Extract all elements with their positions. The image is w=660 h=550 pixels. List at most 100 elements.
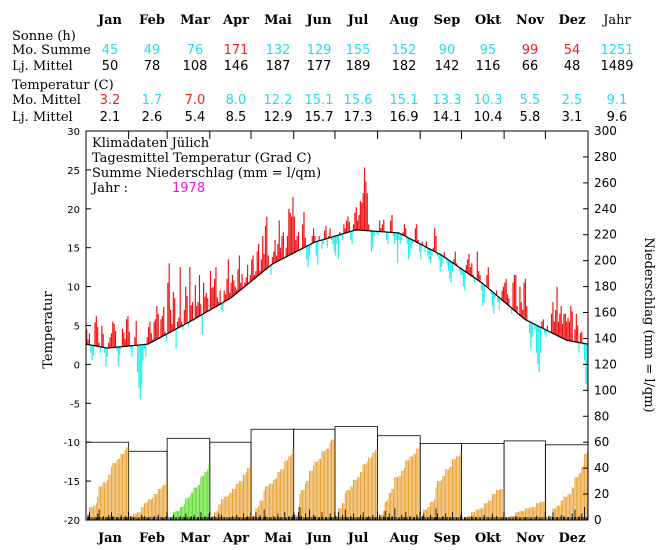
cumulative-precipitation-bar <box>428 507 430 520</box>
table-cell: 2.6 <box>142 110 163 125</box>
cumulative-precipitation-bar <box>465 517 467 520</box>
month-header: Apr <box>222 13 249 28</box>
table-cell: 16.9 <box>390 110 419 125</box>
daily-temperature-bar <box>214 278 216 308</box>
y2-tick-label: 40 <box>594 461 609 475</box>
daily-precipitation-bar <box>157 514 159 520</box>
y2-tick-label: 80 <box>594 409 609 423</box>
cumulative-precipitation-bar <box>500 488 502 520</box>
cumulative-precipitation-bar <box>430 501 432 520</box>
cumulative-precipitation-bar <box>273 479 275 520</box>
month-header: Okt <box>475 13 501 28</box>
daily-temperature-bar <box>555 309 557 335</box>
daily-precipitation-bar <box>416 514 418 520</box>
cumulative-precipitation-bar <box>362 464 364 520</box>
cumulative-precipitation-bar <box>453 459 455 520</box>
daily-precipitation-bar <box>214 516 216 520</box>
daily-temperature-bar <box>225 294 227 302</box>
cumulative-precipitation-bar <box>424 509 426 520</box>
daily-temperature-bar <box>502 286 505 302</box>
y-tick-label: 30 <box>67 127 80 138</box>
daily-precipitation-bar <box>284 512 286 520</box>
daily-temperature-bar <box>542 319 544 329</box>
daily-precipitation-bar <box>503 517 504 520</box>
cumulative-precipitation-bar <box>244 474 246 520</box>
table-cell: 12.9 <box>264 110 293 125</box>
cumulative-precipitation-bar <box>159 488 161 520</box>
x-tick-label: Jun <box>305 531 332 546</box>
daily-temperature-bar <box>566 321 568 341</box>
daily-temperature-bar <box>564 313 566 340</box>
daily-precipitation-bar <box>313 514 315 520</box>
cumulative-precipitation-bar <box>560 500 562 520</box>
cumulative-precipitation-bar <box>559 505 561 520</box>
daily-temperature-bar <box>256 251 258 277</box>
cumulative-precipitation-bar <box>231 488 233 520</box>
cumulative-precipitation-bar <box>336 516 338 520</box>
daily-temperature-bar <box>506 294 509 305</box>
y2-tick-label: 20 <box>594 487 609 501</box>
cumulative-precipitation-bar <box>197 484 199 520</box>
daily-temperature-bar <box>264 225 267 270</box>
daily-temperature-bar <box>429 249 432 264</box>
cumulative-precipitation-bar <box>284 461 286 520</box>
cumulative-precipitation-bar <box>474 512 476 520</box>
daily-temperature-bar <box>553 321 555 335</box>
daily-temperature-bar <box>385 232 388 240</box>
cumulative-precipitation-bar <box>212 516 214 520</box>
x-tick-label: Nov <box>516 531 545 546</box>
table-cell: 187 <box>266 59 291 74</box>
cumulative-precipitation-bar <box>410 456 412 520</box>
cumulative-precipitation-bar <box>369 457 371 520</box>
cumulative-precipitation-bar <box>105 482 107 520</box>
table-cell: 146 <box>224 59 249 74</box>
cumulative-precipitation-bar <box>99 486 101 520</box>
cumulative-precipitation-bar <box>307 481 309 520</box>
cumulative-precipitation-bar <box>479 508 481 520</box>
cumulative-precipitation-bar <box>93 505 95 520</box>
table-cell: 155 <box>346 43 371 58</box>
daily-precipitation-bar <box>560 514 562 520</box>
daily-temperature-bar <box>390 220 392 233</box>
daily-temperature-bar <box>436 252 438 256</box>
daily-temperature-bar <box>508 298 510 306</box>
daily-temperature-bar <box>229 292 231 299</box>
month-header: Mai <box>264 13 292 28</box>
daily-precipitation-bar <box>398 518 400 520</box>
y2-tick-label: 180 <box>594 280 617 294</box>
cumulative-precipitation-bar <box>417 448 419 520</box>
daily-temperature-bar <box>479 274 481 282</box>
daily-temperature-bar <box>557 321 560 337</box>
cumulative-precipitation-bar <box>406 460 408 520</box>
cumulative-precipitation-bar <box>519 510 521 520</box>
daily-temperature-bar <box>476 251 478 280</box>
daily-temperature-bar <box>233 280 235 296</box>
table-cell: 7.0 <box>185 93 206 108</box>
daily-temperature-bar <box>267 255 269 268</box>
cumulative-precipitation-bar <box>469 516 471 520</box>
daily-precipitation-bar <box>515 516 517 520</box>
daily-temperature-bar <box>350 231 352 240</box>
cumulative-precipitation-bar <box>135 513 137 520</box>
cumulative-precipitation-bar <box>208 462 210 520</box>
legend-temperature-line: Tagesmittel Temperatur (Grad C) <box>92 151 312 166</box>
daily-temperature-bar <box>531 323 533 338</box>
cumulative-precipitation-bar <box>446 469 448 520</box>
daily-temperature-bar <box>504 282 506 303</box>
daily-temperature-bar <box>556 286 558 336</box>
daily-temperature-bar <box>308 244 311 256</box>
daily-precipitation-bar <box>487 517 489 520</box>
daily-precipitation-bar <box>277 513 279 520</box>
daily-precipitation-bar <box>413 517 415 520</box>
cumulative-precipitation-bar <box>388 492 390 520</box>
daily-precipitation-bar <box>223 517 225 520</box>
cumulative-precipitation-bar <box>522 510 524 520</box>
daily-temperature-bar <box>431 250 433 256</box>
cumulative-precipitation-bar <box>94 505 96 520</box>
cumulative-precipitation-bar <box>165 481 167 520</box>
daily-temperature-bar <box>187 322 190 328</box>
daily-temperature-bar <box>303 211 305 248</box>
precipitation-layer <box>85 426 589 521</box>
daily-temperature-bar <box>306 246 308 260</box>
cumulative-precipitation-bar <box>113 462 115 520</box>
